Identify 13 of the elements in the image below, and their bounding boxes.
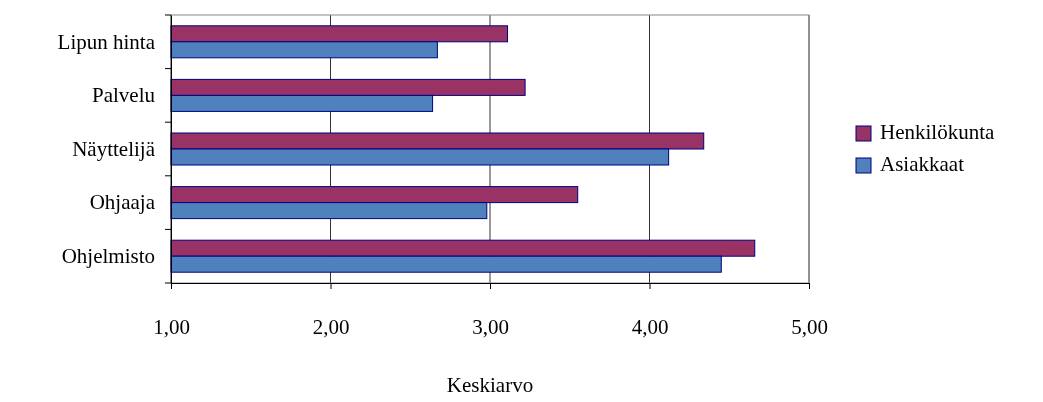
x-tick-label: 2,00 xyxy=(312,314,350,339)
x-tick-label: 1,00 xyxy=(153,314,190,339)
y-tick-label: Ohjaaja xyxy=(89,190,156,215)
x-tick-label: 3,00 xyxy=(472,314,509,339)
y-tick-label: Näyttelijä xyxy=(72,136,156,161)
x-axis-title: Keskiarvo xyxy=(446,373,534,397)
legend-label: Asiakkaat xyxy=(880,152,965,176)
legend-label: Henkilökunta xyxy=(880,120,995,144)
x-tick-label: 4,00 xyxy=(631,314,669,339)
x-tick-label: 5,00 xyxy=(791,314,828,339)
y-tick-label: Lipun hinta xyxy=(57,29,156,54)
y-tick-label: Palvelu xyxy=(92,83,156,108)
y-tick-label: Ohjelmisto xyxy=(61,243,155,268)
